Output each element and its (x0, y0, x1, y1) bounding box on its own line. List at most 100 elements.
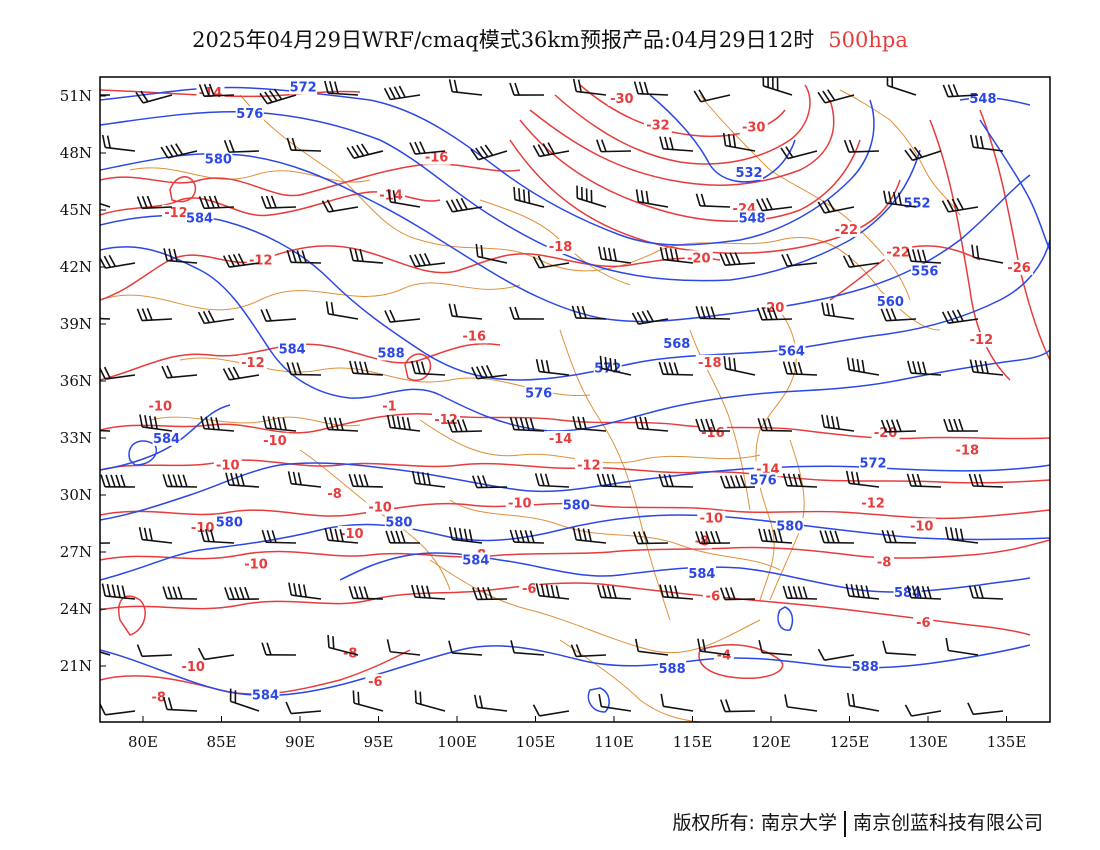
wind-barb-feather (385, 530, 391, 544)
wind-barb-feather (636, 311, 645, 324)
wind-barb-feather (761, 198, 768, 211)
wind-barb-feather (787, 361, 793, 375)
wind-barb-feather (329, 528, 334, 541)
wind-barb (198, 195, 235, 210)
temperature-label: -8 (343, 647, 357, 662)
wind-barb-feather (162, 697, 168, 710)
wind-barb (509, 417, 545, 432)
wind-barb-feather (120, 474, 126, 488)
wind-barb (509, 82, 545, 96)
temperature-label: -10 (216, 459, 240, 474)
wind-barb-feather (353, 586, 359, 599)
wind-barb (101, 583, 136, 600)
wind-barb-feather (513, 186, 516, 200)
wind-barb-feather (411, 584, 416, 598)
wind-barb-feather (272, 416, 277, 430)
wind-barb (821, 414, 855, 432)
wind-barb (100, 474, 136, 488)
wind-barb-feather (235, 473, 240, 486)
wind-barb (136, 195, 173, 210)
wind-barb-feather (695, 306, 701, 319)
wind-barb-feather (223, 140, 230, 153)
wind-barb-feather (386, 639, 391, 652)
wind-barb (162, 474, 198, 488)
temperature-label: -16 (701, 426, 725, 441)
wind-barb-feather (540, 359, 545, 373)
wind-barb-feather (456, 419, 463, 432)
height-label-bg (185, 210, 214, 226)
wind-barb (757, 418, 793, 432)
wind-barb-feather (388, 87, 396, 100)
wind-barb-feather (845, 470, 851, 484)
temperature-label: -30 (610, 92, 634, 107)
wind-barb-feather (822, 200, 831, 213)
wind-barb-feather (596, 139, 602, 152)
wind-barb-feather (81, 531, 85, 543)
temperature-label: -16 (425, 151, 449, 166)
temperature-label: -8 (151, 690, 165, 705)
wind-barb-feather (978, 585, 984, 599)
wind-barb (572, 416, 607, 432)
wind-barb-feather (514, 306, 520, 320)
wind-barb-feather (532, 704, 541, 717)
wind-barb-feather (758, 640, 763, 653)
wind-barb (532, 142, 570, 158)
lat-tick-label: 24N (60, 600, 92, 618)
wind-barb-feather (845, 583, 850, 597)
wind-barb-feather (984, 360, 989, 374)
height-label: 564 (778, 345, 805, 360)
wind-barb-feather (463, 528, 468, 542)
wind-barb-feather (346, 147, 355, 159)
wind-barb-feather (363, 361, 369, 375)
wind-barb-shaft (100, 317, 111, 320)
wind-barb-feather (472, 475, 478, 488)
temperature-label-bg (967, 332, 996, 348)
wind-barb-feather (354, 248, 359, 262)
wind-barb (845, 583, 880, 600)
wind-barb-shaft (328, 92, 359, 96)
wind-barb-feather (143, 527, 148, 541)
wind-barb-feather (728, 357, 732, 370)
height-label-bg (215, 514, 244, 530)
wind-barb-feather (198, 84, 205, 97)
wind-barb-feather (162, 474, 168, 487)
wind-barb-feather (468, 529, 473, 542)
height-label-bg (204, 151, 233, 167)
wind-barb-feather (880, 419, 887, 433)
wind-barb-feather (234, 587, 240, 600)
wind-barb-feather (635, 189, 640, 202)
wind-barb-feather (354, 361, 359, 374)
wind-barb-feather (261, 642, 267, 656)
wind-barb (968, 473, 1004, 488)
wind-barb-feather (286, 362, 292, 375)
wind-barb-feather (359, 248, 364, 262)
wind-barb-feather (426, 585, 431, 599)
wind-barb-shaft (849, 595, 880, 600)
wind-barb-feather (460, 197, 468, 210)
wind-barb-feather (778, 529, 783, 543)
wind-barb (695, 530, 731, 545)
height-label-bg (749, 472, 778, 488)
wind-barb-feather (484, 144, 494, 156)
wind-barb-feather (550, 584, 555, 598)
wind-barb-feather (892, 191, 897, 205)
wind-barb-feather (956, 309, 964, 322)
wind-barb-feather (723, 356, 727, 369)
wind-barb (259, 88, 297, 105)
wind-barb-feather (633, 81, 639, 94)
temperature-label: -18 (698, 356, 722, 371)
wind-barb-feather (121, 585, 126, 599)
lon-tick-label: 85E (206, 733, 236, 751)
wind-barb-feather (265, 195, 272, 209)
height-label: 576 (525, 386, 552, 401)
wind-barb-feather (771, 307, 778, 320)
wind-barb (287, 471, 322, 488)
wind-barb-feather (571, 305, 577, 319)
temperature-label-bg (460, 328, 489, 344)
wind-barb-feather (524, 417, 530, 431)
wind-barb-feather (514, 82, 520, 96)
wind-barb-feather (792, 586, 798, 599)
wind-barb-feather (215, 417, 220, 431)
wind-barb-feather (724, 252, 731, 266)
